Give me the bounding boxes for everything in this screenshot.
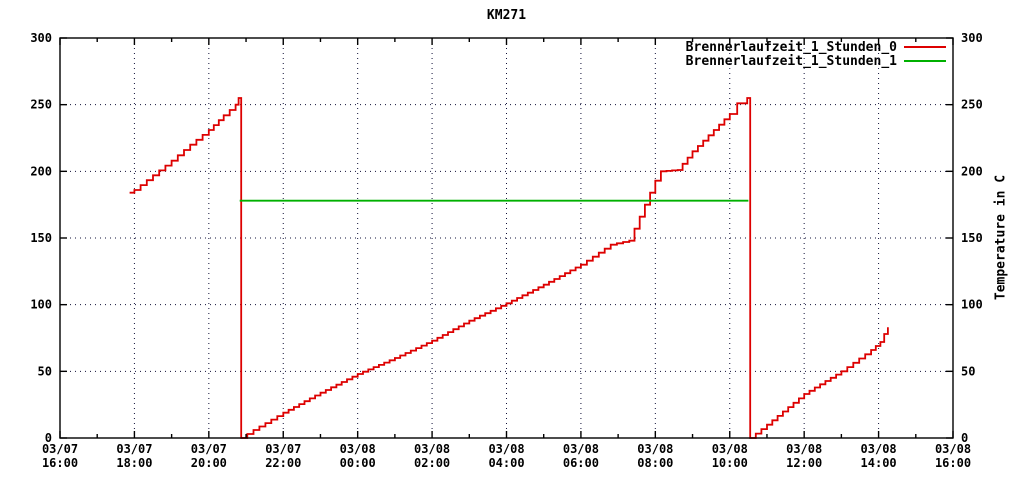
y2-axis-tick-label: 0 <box>961 431 968 445</box>
x-axis-date-label: 03/07 <box>116 442 152 456</box>
chart-title: KM271 <box>486 8 527 23</box>
y-axis-tick-label: 100 <box>30 298 52 312</box>
x-axis-date-label: 03/08 <box>786 442 822 456</box>
y2-axis-tick-label: 100 <box>961 298 983 312</box>
y2-axis-tick-label: 200 <box>961 164 983 178</box>
x-axis-time-label: 02:00 <box>414 456 450 470</box>
x-axis-time-label: 00:00 <box>340 456 376 470</box>
x-axis-date-label: 03/08 <box>340 442 376 456</box>
x-axis-time-label: 18:00 <box>116 456 152 470</box>
y-axis-tick-label: 250 <box>30 98 52 112</box>
x-axis-date-label: 03/08 <box>488 442 524 456</box>
x-axis-date-label: 03/08 <box>414 442 450 456</box>
y-axis-tick-label: 50 <box>38 364 52 378</box>
legend-line-sample-red-icon <box>904 46 946 48</box>
x-axis-time-label: 04:00 <box>488 456 524 470</box>
x-axis-time-label: 08:00 <box>637 456 673 470</box>
x-axis-time-label: 12:00 <box>786 456 822 470</box>
x-axis-time-label: 22:00 <box>265 456 301 470</box>
y2-axis-tick-label: 250 <box>961 98 983 112</box>
y2-axis-tick-label: 300 <box>961 31 983 45</box>
legend-entry-stunden-0: Brennerlaufzeit_1_Stunden_0 <box>685 39 946 55</box>
x-axis-time-label: 10:00 <box>712 456 748 470</box>
x-axis-date-label: 03/08 <box>712 442 748 456</box>
x-axis-date-label: 03/07 <box>191 442 227 456</box>
x-axis-date-label: 03/07 <box>42 442 78 456</box>
x-axis-date-label: 03/08 <box>935 442 971 456</box>
legend-label-stunden-1: Brennerlaufzeit_1_Stunden_1 <box>685 53 897 69</box>
legend-entry-stunden-1: Brennerlaufzeit_1_Stunden_1 <box>685 53 946 69</box>
x-axis-date-label: 03/08 <box>563 442 599 456</box>
y-axis-tick-label: 0 <box>45 431 52 445</box>
x-axis-time-label: 14:00 <box>861 456 897 470</box>
legend-label-stunden-0: Brennerlaufzeit_1_Stunden_0 <box>685 39 897 55</box>
x-axis-time-label: 06:00 <box>563 456 599 470</box>
y2-axis-tick-label: 50 <box>961 364 975 378</box>
x-axis-date-label: 03/08 <box>637 442 673 456</box>
x-axis-time-label: 20:00 <box>191 456 227 470</box>
legend-line-sample-green-icon <box>904 60 946 62</box>
y-axis-tick-label: 300 <box>30 31 52 45</box>
x-axis-date-label: 03/07 <box>265 442 301 456</box>
series-line-0 <box>129 97 889 439</box>
x-axis-time-label: 16:00 <box>42 456 78 470</box>
x-axis-time-label: 16:00 <box>935 456 971 470</box>
x-axis-date-label: 03/08 <box>861 442 897 456</box>
y2-axis-tick-label: 150 <box>961 231 983 245</box>
y-axis-tick-label: 150 <box>30 231 52 245</box>
y-axis-tick-label: 200 <box>30 164 52 178</box>
